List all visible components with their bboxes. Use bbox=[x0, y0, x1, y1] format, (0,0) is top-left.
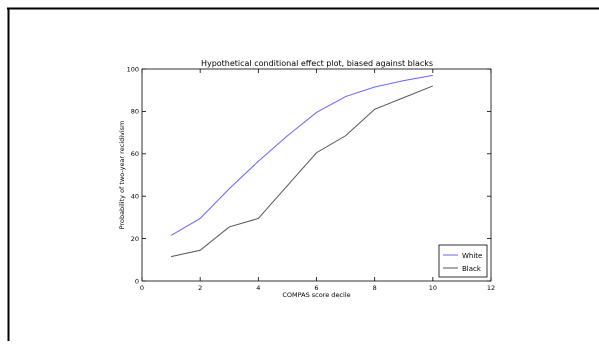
y-axis-ticks: 0 20 40 60 80 100 bbox=[127, 65, 491, 285]
series-line-white bbox=[170, 74, 433, 236]
chart-title: Hypothetical conditional effect plot, bi… bbox=[201, 59, 433, 68]
y-tick-label: 100 bbox=[127, 65, 139, 73]
x-tick-label: 0 bbox=[140, 284, 144, 292]
series-line-black bbox=[170, 85, 434, 258]
y-tick-label: 20 bbox=[131, 235, 139, 243]
y-tick-label: 40 bbox=[131, 193, 139, 201]
legend-label-black: Black bbox=[462, 265, 482, 273]
y-tick-label: 60 bbox=[131, 150, 139, 158]
x-axis-label: COMPAS score decile bbox=[282, 291, 350, 299]
x-tick-label: 8 bbox=[373, 284, 377, 292]
x-tick-label: 12 bbox=[487, 284, 495, 292]
x-tick-label: 2 bbox=[198, 284, 202, 292]
y-tick-label: 0 bbox=[135, 277, 139, 285]
legend-box bbox=[438, 244, 488, 278]
legend: White Black bbox=[438, 244, 488, 278]
series-lines bbox=[170, 74, 434, 258]
x-axis-ticks: 0 2 4 6 8 10 12 bbox=[140, 69, 495, 292]
legend-label-white: White bbox=[462, 252, 482, 260]
x-tick-label: 6 bbox=[314, 284, 318, 292]
x-tick-label: 10 bbox=[429, 284, 437, 292]
y-axis-label: Probability of two-year recidivism bbox=[118, 121, 126, 230]
plot-border bbox=[141, 68, 492, 282]
y-tick-label: 80 bbox=[131, 108, 139, 116]
x-tick-label: 4 bbox=[256, 284, 260, 292]
